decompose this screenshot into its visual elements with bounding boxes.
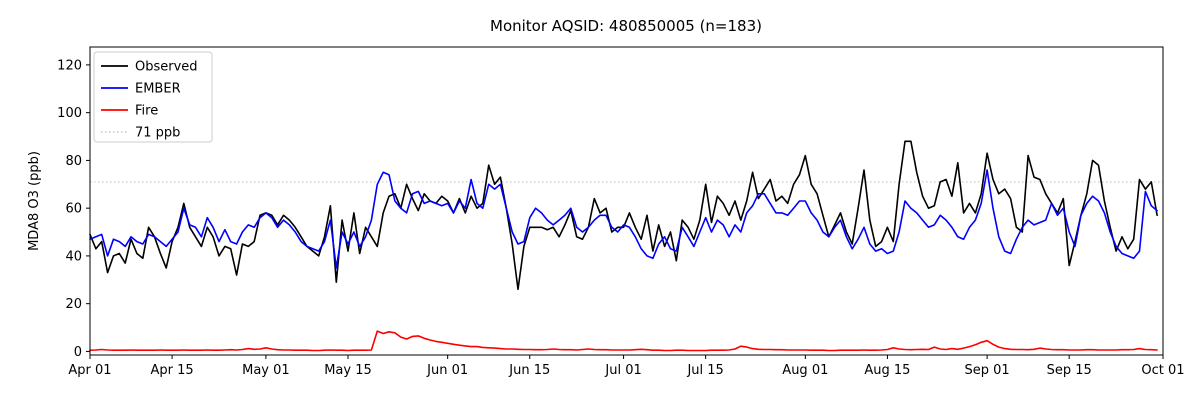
legend-label-fire: Fire — [135, 104, 158, 119]
x-tick-label: Jul 15 — [686, 363, 723, 378]
series-line-fire — [89, 330, 1158, 352]
series-line-observed — [89, 140, 1158, 291]
series-line-ember — [89, 169, 1158, 269]
legend-label-71-ppb: 71 ppb — [135, 126, 180, 141]
x-tick-label: Oct 01 — [1141, 363, 1184, 378]
x-tick-label: Apr 01 — [68, 363, 111, 378]
y-tick-label: 60 — [65, 202, 82, 217]
plot-area: Apr 01 Apr 15 May 01 May 15 Jun 01 Jun 15 Jul … — [57, 46, 1185, 378]
x-tick-label: Jul 01 — [604, 363, 641, 378]
chart-title: Monitor AQSID: 480850005 (n=183) — [490, 17, 762, 35]
x-tick-label: Sep 15 — [1047, 363, 1092, 378]
legend-label-ember: EMBER — [135, 82, 181, 97]
y-tick-label: 100 — [57, 106, 82, 121]
x-tick-label: Sep 01 — [965, 363, 1010, 378]
x-tick-label: Jun 01 — [426, 363, 468, 378]
x-tick-label: Apr 15 — [151, 363, 194, 378]
y-tick-label: 40 — [65, 249, 82, 264]
x-tick-label: May 01 — [242, 363, 290, 378]
y-tick-label: 20 — [65, 297, 82, 312]
x-tick-label: Aug 01 — [782, 363, 828, 378]
x-tick-label: Aug 15 — [864, 363, 910, 378]
legend-label-observed: Observed — [135, 60, 198, 75]
y-tick-label: 80 — [65, 154, 82, 169]
y-tick-label: 0 — [74, 345, 82, 360]
y-axis-label: MDA8 O3 (ppb) — [27, 151, 42, 251]
x-tick-label: Jun 15 — [508, 363, 550, 378]
y-tick-label: 120 — [57, 58, 82, 73]
legend-box — [93, 51, 213, 143]
axes-frame — [89, 46, 1164, 356]
x-tick-label: May 15 — [324, 363, 372, 378]
